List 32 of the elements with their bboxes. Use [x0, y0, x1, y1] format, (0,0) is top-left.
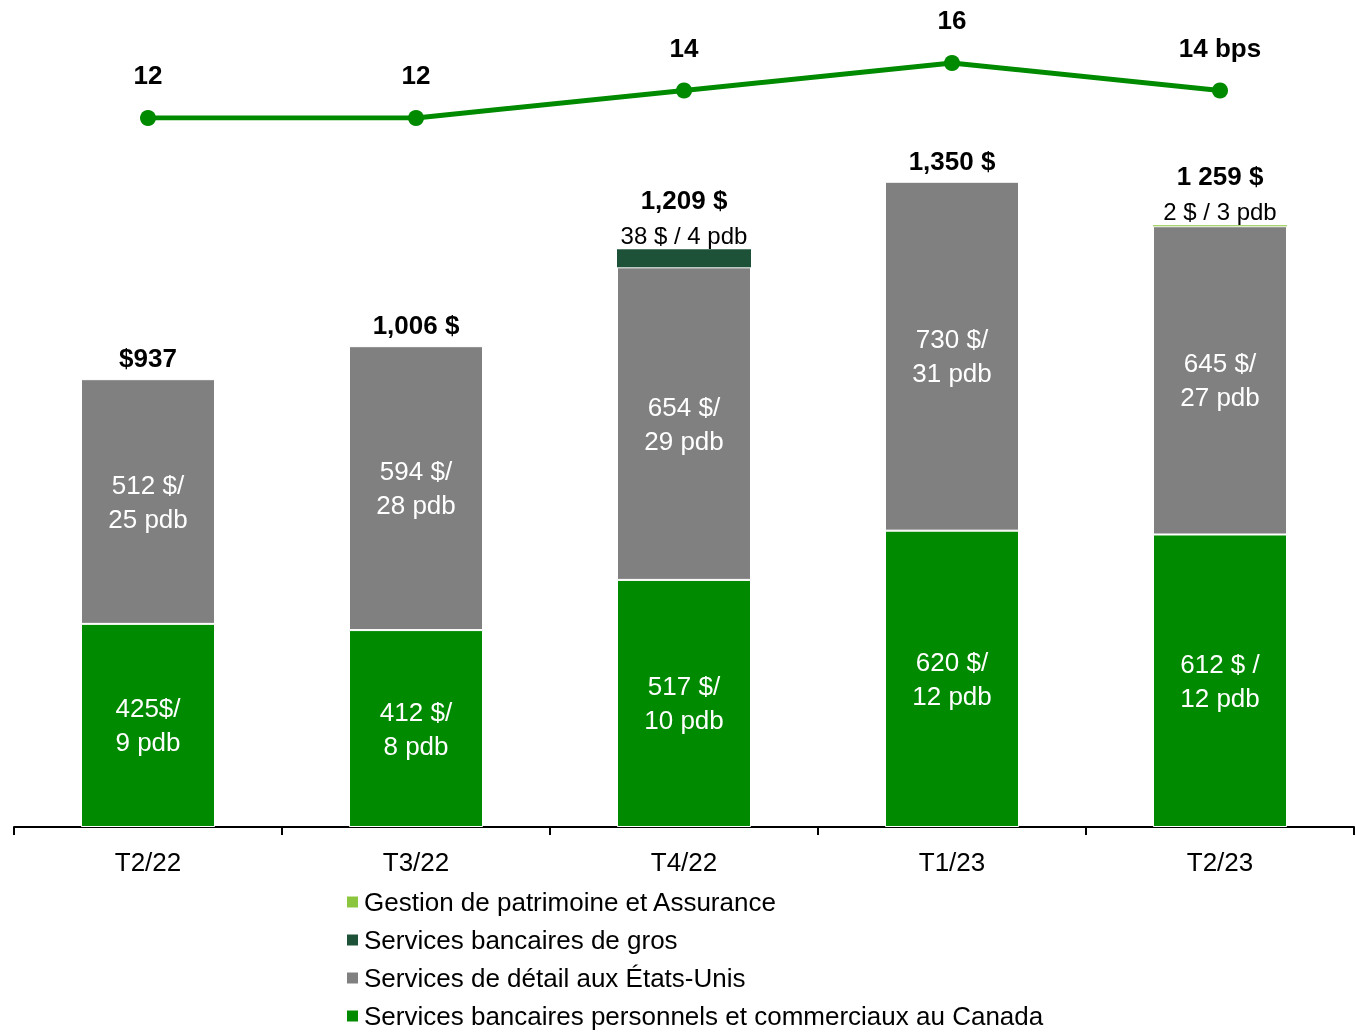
data-label: 594 $/ 28 pdb: [376, 456, 456, 521]
total-label: 1 259 $: [1176, 161, 1264, 192]
total-label: 1,209 $: [640, 185, 728, 216]
legend-label: Services de détail aux États-Unis: [364, 963, 746, 993]
data-label: 38 $ / 4 pdb: [620, 221, 748, 249]
data-label: 645 $/ 27 pdb: [1180, 348, 1260, 413]
x-tick-label: T2/23: [1186, 847, 1254, 877]
total-label: $937: [119, 343, 177, 374]
data-label: 14: [669, 32, 699, 63]
data-label: 412 $/ 8 pdb: [379, 696, 453, 761]
total-label: 1,006 $: [372, 310, 460, 341]
data-label: 730 $/ 31 pdb: [912, 324, 992, 389]
data-label: 2 $ / 3 pdb: [1163, 197, 1277, 225]
legend-label: Services bancaires personnels et commerciaux au Canada: [364, 1001, 1044, 1031]
x-tick-label: T1/23: [918, 847, 986, 877]
x-tick-label: T3/22: [382, 847, 450, 877]
data-label: 16: [937, 5, 967, 35]
data-label: 612 $ / 12 pdb: [1180, 648, 1261, 713]
x-tick-label: T4/22: [650, 847, 718, 877]
data-label: 14 bps: [1178, 32, 1262, 63]
data-label: 12: [401, 60, 431, 90]
total-label: 1,350 $: [908, 145, 996, 176]
data-label: 654 $/ 29 pdb: [644, 391, 724, 456]
data-label: 517 $/ 10 pdb: [644, 671, 724, 736]
legend-label: Gestion de patrimoine et Assurance: [364, 887, 776, 917]
x-tick-label: T2/22: [114, 847, 182, 877]
data-label: 12: [133, 60, 163, 90]
data-label: 425$/ 9 pdb: [115, 693, 182, 758]
data-label: 512 $/ 25 pdb: [108, 469, 188, 534]
bar: [617, 249, 751, 268]
legend-label: Services bancaires de gros: [364, 925, 678, 955]
data-label: 620 $/ 12 pdb: [912, 646, 992, 711]
